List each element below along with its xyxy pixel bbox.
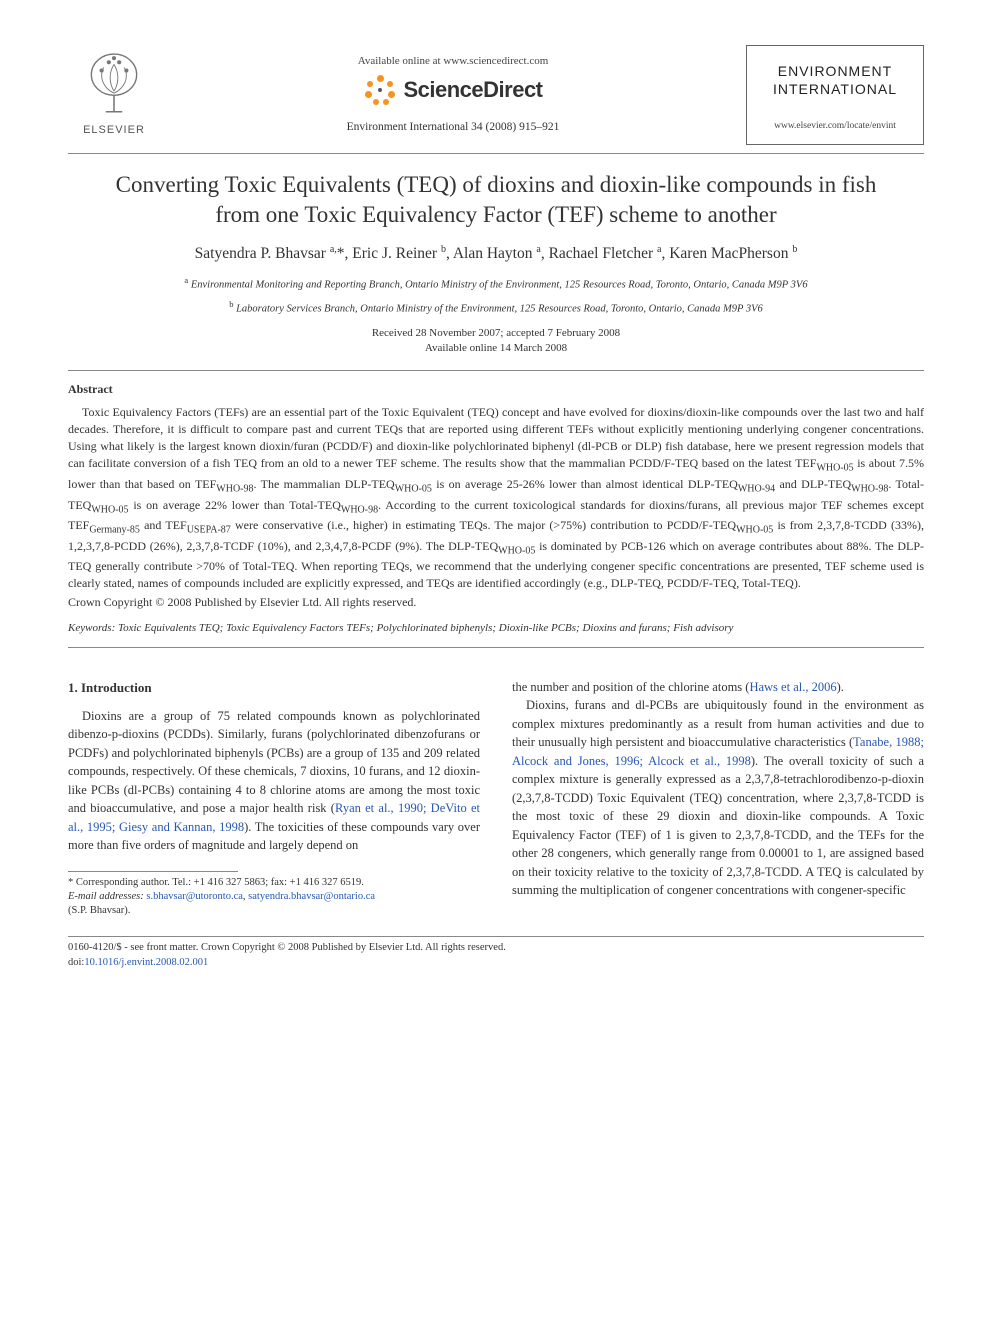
intro-text-2b: ). The overall toxicity of such a comple… [512, 754, 924, 898]
footer: 0160-4120/$ - see front matter. Crown Co… [68, 941, 924, 970]
keywords-text: Toxic Equivalents TEQ; Toxic Equivalency… [118, 622, 733, 634]
sciencedirect-text: ScienceDirect [403, 75, 542, 106]
left-column: 1. Introduction Dioxins are a group of 7… [68, 678, 480, 919]
elsevier-logo: ELSEVIER [68, 52, 160, 138]
available-online-text: Available online at www.sciencedirect.co… [358, 54, 549, 69]
section-1-heading: 1. Introduction [68, 678, 480, 697]
citation-haws[interactable]: Haws et al., 2006 [749, 680, 836, 694]
corr-author-line: * Corresponding author. Tel.: +1 416 327… [68, 876, 480, 890]
keywords-label: Keywords: [68, 622, 115, 634]
abstract-body: Toxic Equivalency Factors (TEFs) are an … [68, 404, 924, 611]
intro-para-2: Dioxins, furans and dl-PCBs are ubiquito… [512, 696, 924, 900]
header-rule [68, 153, 924, 154]
elsevier-tree-icon [83, 52, 145, 120]
email-line: E-mail addresses: s.bhavsar@utoronto.ca,… [68, 890, 480, 904]
affiliation-a: a Environmental Monitoring and Reporting… [68, 275, 924, 293]
abstract-top-rule [68, 370, 924, 371]
intro-text-1: Dioxins are a group of 75 related compou… [68, 709, 480, 816]
email-1[interactable]: s.bhavsar@utoronto.ca [146, 891, 243, 902]
doi-link[interactable]: 10.1016/j.envint.2008.02.001 [84, 957, 208, 968]
footnote-separator [68, 871, 238, 872]
doi-label: doi: [68, 957, 84, 968]
footnote-author: (S.P. Bhavsar). [68, 904, 480, 918]
footer-doi: doi:10.1016/j.envint.2008.02.001 [68, 956, 924, 971]
email-2[interactable]: satyendra.bhavsar@ontario.ca [248, 891, 375, 902]
keywords-line: Keywords: Toxic Equivalents TEQ; Toxic E… [68, 621, 924, 636]
footer-line1: 0160-4120/$ - see front matter. Crown Co… [68, 941, 924, 956]
sciencedirect-burst-icon [363, 73, 397, 107]
body-columns: 1. Introduction Dioxins are a group of 7… [68, 678, 924, 919]
journal-name-line1: ENVIRONMENT [757, 62, 913, 80]
authors: Satyendra P. Bhavsar a,*, Eric J. Reiner… [68, 243, 924, 265]
affiliation-a-text: Environmental Monitoring and Reporting B… [191, 280, 808, 291]
email-label: E-mail addresses: [68, 891, 144, 902]
sciencedirect-logo: ScienceDirect [363, 73, 542, 107]
corresponding-footnote: * Corresponding author. Tel.: +1 416 327… [68, 876, 480, 919]
right-top-close: ). [837, 680, 844, 694]
journal-box: ENVIRONMENT INTERNATIONAL www.elsevier.c… [746, 45, 924, 145]
abstract-bottom-rule [68, 647, 924, 648]
journal-url: www.elsevier.com/locate/envint [757, 120, 913, 133]
article-dates: Received 28 November 2007; accepted 7 Fe… [68, 326, 924, 357]
affiliation-b: b Laboratory Services Branch, Ontario Mi… [68, 299, 924, 317]
right-continuation: the number and position of the chlorine … [512, 678, 924, 697]
header-center: Available online at www.sciencedirect.co… [160, 54, 746, 135]
abstract-heading: Abstract [68, 381, 924, 398]
affiliation-b-text: Laboratory Services Branch, Ontario Mini… [236, 304, 763, 315]
right-top-text: the number and position of the chlorine … [512, 680, 749, 694]
journal-name-line2: INTERNATIONAL [757, 80, 913, 98]
dates-line2: Available online 14 March 2008 [68, 341, 924, 356]
right-column: the number and position of the chlorine … [512, 678, 924, 919]
journal-citation: Environment International 34 (2008) 915–… [347, 119, 560, 135]
footer-rule [68, 936, 924, 937]
article-title: Converting Toxic Equivalents (TEQ) of di… [100, 170, 892, 230]
page-header: ELSEVIER Available online at www.science… [68, 45, 924, 145]
abstract-copyright: Crown Copyright © 2008 Published by Else… [68, 594, 924, 611]
elsevier-label: ELSEVIER [83, 123, 145, 138]
dates-line1: Received 28 November 2007; accepted 7 Fe… [68, 326, 924, 341]
abstract-text: Toxic Equivalency Factors (TEFs) are an … [68, 405, 924, 590]
intro-para-1: Dioxins are a group of 75 related compou… [68, 707, 480, 855]
